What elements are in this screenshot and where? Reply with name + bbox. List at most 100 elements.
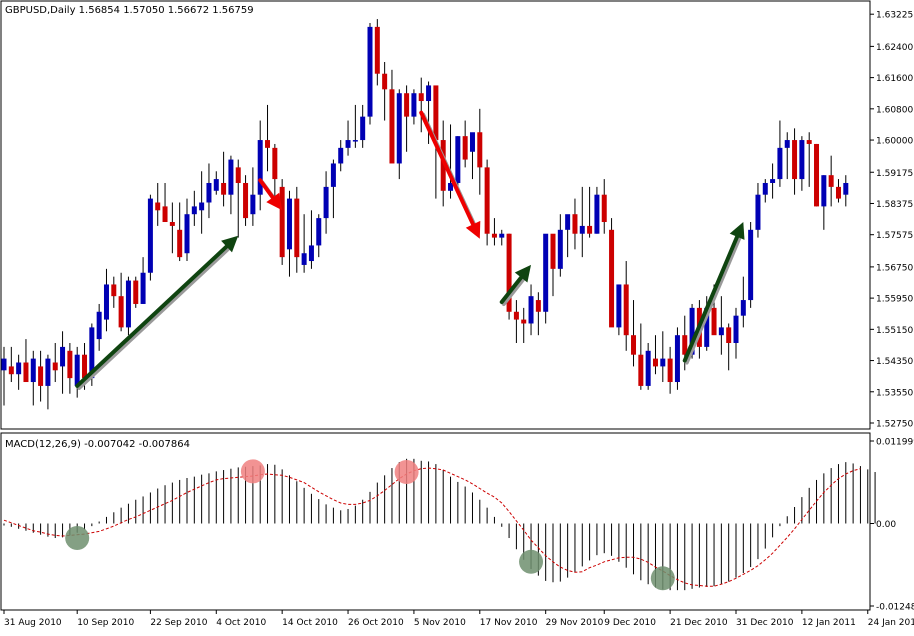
- candle-body-down: [609, 229, 615, 328]
- candle: [667, 346, 673, 394]
- candle: [513, 300, 519, 343]
- candle: [821, 175, 827, 230]
- pane-frames: [0, 0, 871, 611]
- candle: [45, 354, 51, 410]
- candle-body-up: [89, 327, 95, 379]
- price-tick-label: 1.63225: [876, 11, 913, 21]
- candle: [16, 354, 22, 390]
- candle: [382, 62, 388, 121]
- candle-body-down: [711, 307, 717, 336]
- candle: [286, 190, 292, 277]
- candle: [272, 143, 278, 199]
- candle-body-down: [462, 136, 468, 160]
- candle: [645, 342, 651, 390]
- candle: [74, 346, 80, 398]
- time-tick-label: 31 Aug 2010: [4, 618, 62, 628]
- candle: [389, 69, 395, 164]
- candle-body-up: [843, 182, 849, 195]
- time-tick-label: 17 Nov 2010: [480, 618, 538, 628]
- candle: [125, 276, 131, 336]
- candle: [638, 323, 644, 390]
- macd-peak-marker: [240, 459, 265, 484]
- candle: [806, 132, 812, 187]
- candle: [792, 128, 798, 195]
- candle: [265, 104, 271, 172]
- candle-body-down: [8, 366, 14, 375]
- macd-tick-label: 0.011999: [876, 438, 914, 448]
- arrow-shadow: [501, 277, 526, 307]
- candle: [213, 171, 219, 195]
- candle: [718, 296, 724, 355]
- candle: [733, 307, 739, 359]
- price-pane-frame: [0, 0, 871, 430]
- macd-peak-marker: [394, 460, 419, 485]
- candle-body-down: [506, 233, 512, 312]
- candle-body-up: [784, 140, 790, 148]
- price-tick-label: 1.62400: [876, 43, 913, 53]
- candle-body-up: [323, 186, 329, 219]
- candle: [308, 210, 314, 269]
- candle-body-up: [777, 147, 783, 180]
- candle-body-down: [279, 186, 285, 258]
- candle-body-up: [206, 182, 212, 203]
- candle: [828, 155, 834, 207]
- candle-body-up: [579, 225, 585, 234]
- candle: [52, 342, 58, 383]
- candle: [631, 300, 637, 367]
- candle-body-down: [374, 26, 380, 74]
- candle: [257, 120, 263, 211]
- candle-body-up: [565, 214, 571, 230]
- candle-body-down: [177, 229, 183, 258]
- price-tick-label: 1.56750: [876, 263, 913, 273]
- macd-header: MACD(12,26,9) -0.007042 -0.007864: [5, 439, 190, 450]
- candle: [199, 171, 205, 234]
- candle-body-down: [682, 335, 688, 355]
- candle: [243, 175, 249, 226]
- candle-body-up: [499, 233, 505, 238]
- candle: [499, 229, 505, 246]
- price-axis: 1.63225 1.62400 1.61600 1.60800 1.60000 1.591…: [870, 11, 913, 430]
- candle-body-down: [404, 93, 410, 117]
- price-tick-label: 1.61600: [876, 74, 913, 84]
- candle: [543, 233, 549, 324]
- candle-body-down: [133, 280, 139, 304]
- candle-body-up: [557, 229, 563, 269]
- candle-body-down: [221, 182, 227, 195]
- candle-body-up: [426, 85, 432, 102]
- candle-body-up: [330, 163, 336, 187]
- candle-body-down: [265, 140, 271, 148]
- candle-body-up: [338, 147, 344, 164]
- candle: [250, 167, 256, 226]
- candle: [469, 132, 475, 180]
- candle-body-up: [660, 358, 666, 367]
- candle-body-up: [140, 272, 146, 304]
- candle: [674, 327, 680, 390]
- candle-body-up: [103, 284, 109, 320]
- candle-body-down: [667, 358, 673, 383]
- candle: [506, 233, 512, 320]
- candle: [557, 214, 563, 277]
- price-tick-label: 1.53550: [876, 388, 913, 398]
- candle: [374, 19, 380, 86]
- candle-body-up: [308, 245, 314, 262]
- candle: [162, 182, 168, 223]
- candle-body-up: [199, 202, 205, 211]
- candle-body-up: [689, 307, 695, 355]
- candle-body-up: [257, 140, 263, 195]
- arrow-shaft: [258, 178, 275, 200]
- candle-body-up: [60, 346, 66, 367]
- candle-body-up: [213, 179, 219, 191]
- candle: [448, 124, 454, 199]
- candle-body-down: [550, 233, 556, 269]
- candle-body-up: [45, 358, 51, 386]
- price-tick-label: 1.55150: [876, 326, 913, 336]
- candle-body-up: [733, 315, 739, 343]
- arrow-head: [221, 235, 239, 253]
- candle: [323, 171, 329, 234]
- candle: [535, 292, 541, 336]
- candle-body-down: [572, 214, 578, 234]
- candle: [528, 284, 534, 336]
- candle-body-up: [674, 335, 680, 383]
